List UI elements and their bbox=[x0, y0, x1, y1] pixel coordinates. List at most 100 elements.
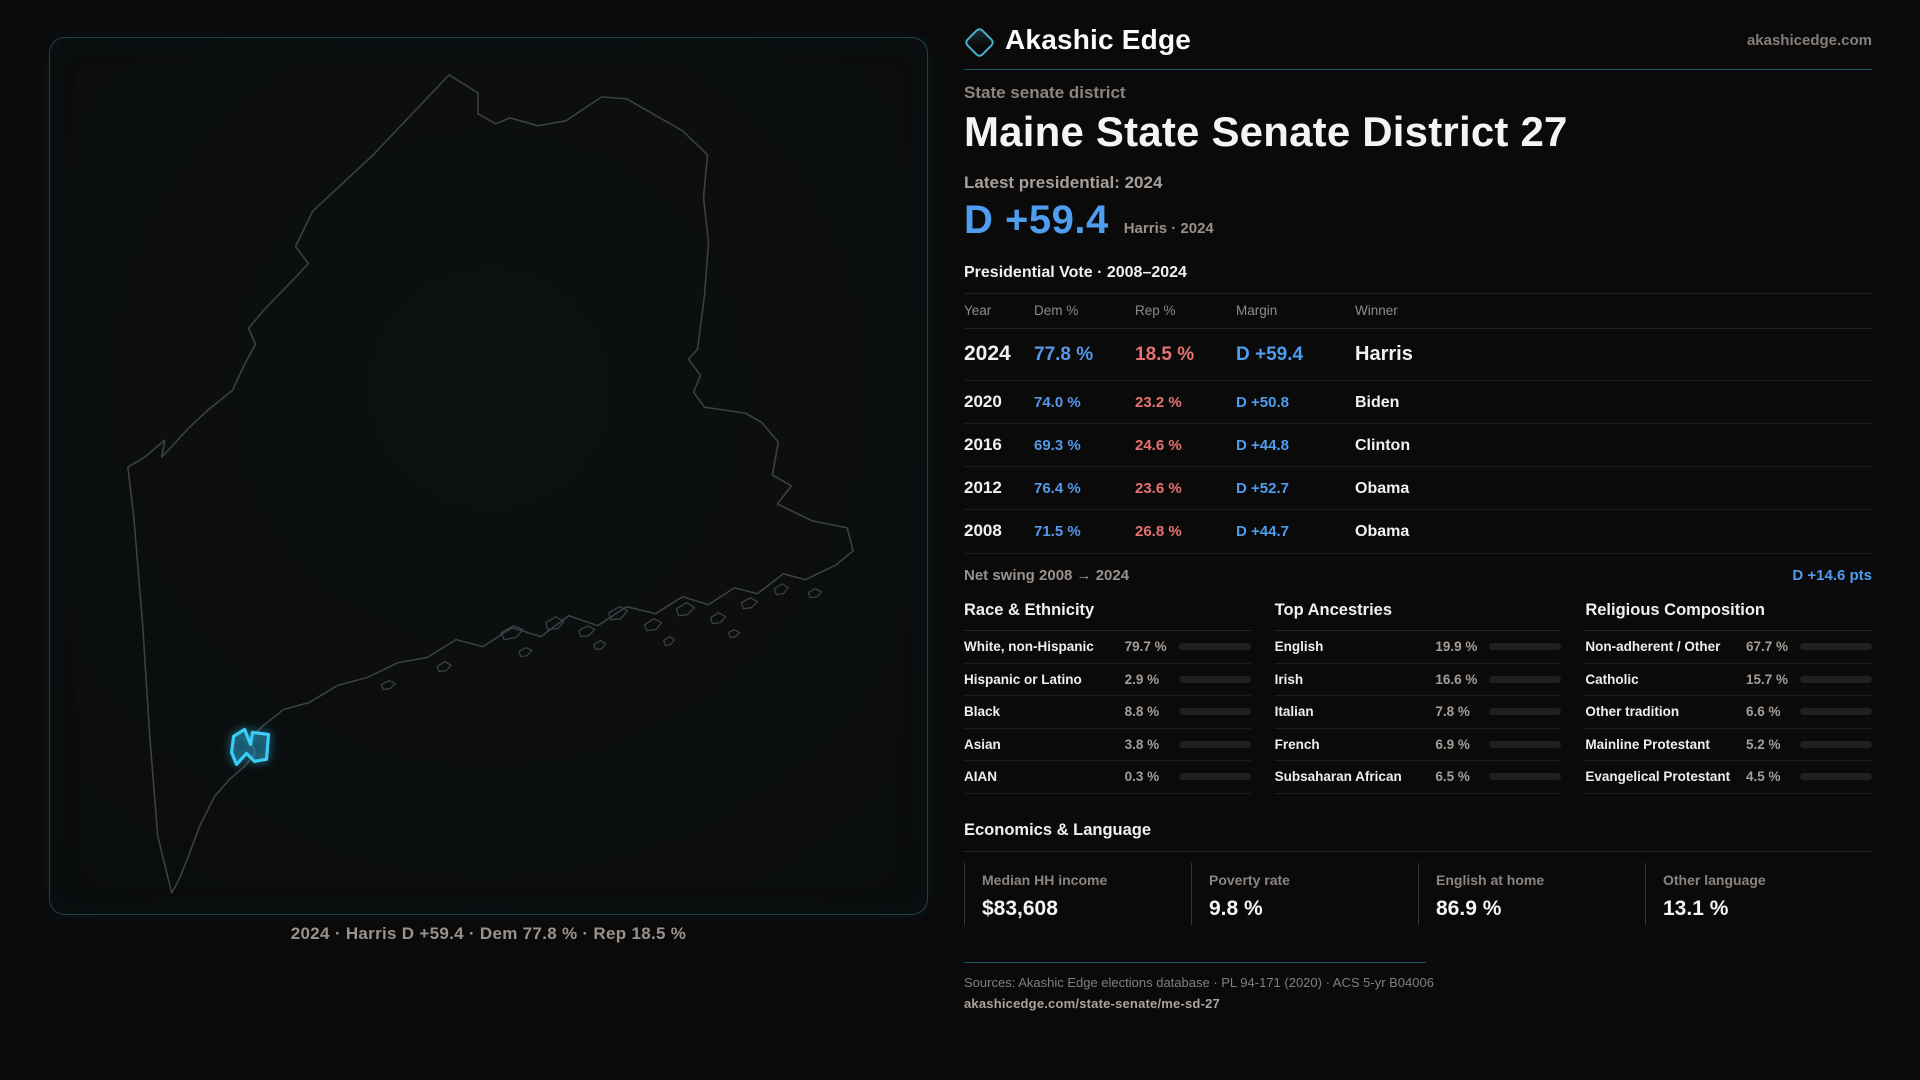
col-rep: Rep % bbox=[1135, 303, 1176, 318]
sources-text: Sources: Akashic Edge elections database… bbox=[964, 974, 1434, 990]
cell-year: 2020 bbox=[964, 392, 1002, 411]
stat-bar bbox=[1799, 708, 1872, 716]
district-27-highlight bbox=[229, 727, 271, 766]
list-item: Subsaharan African 6.5 % bbox=[1274, 761, 1562, 794]
net-swing-label: Net swing 2008 → 2024 bbox=[964, 567, 1130, 584]
header: Akashic Edge akashicedge.com bbox=[963, 24, 1872, 59]
stat-bar bbox=[1178, 643, 1251, 651]
table-row: 2012 76.4 % 23.6 % D +52.7 Obama bbox=[964, 466, 1872, 509]
stat-card: English at home 86.9 % bbox=[1418, 862, 1645, 925]
brand-name: Akashic Edge bbox=[1005, 24, 1192, 55]
demographics-grid: Race & Ethnicity White, non-Hispanic 79.… bbox=[964, 601, 1872, 794]
list-item: Irish 16.6 % bbox=[1274, 664, 1562, 697]
cell-margin: D +44.8 bbox=[1236, 437, 1289, 454]
list-item: Black 8.8 % bbox=[964, 696, 1251, 729]
header-divider bbox=[964, 69, 1872, 70]
headline-margin-value: D +59.4 bbox=[964, 198, 1109, 242]
col-margin: Margin bbox=[1236, 303, 1278, 318]
permalink[interactable]: akashicedge.com/state-senate/me-sd-27 bbox=[964, 995, 1220, 1011]
headline-margin-sub: Harris · 2024 bbox=[1123, 220, 1214, 237]
maine-outline-map bbox=[127, 74, 854, 894]
stat-bar bbox=[1799, 740, 1872, 748]
cell-dem: 71.5 % bbox=[1034, 523, 1081, 540]
cell-year: 2016 bbox=[964, 435, 1002, 454]
cell-winner: Clinton bbox=[1355, 437, 1411, 454]
section-heading: Race & Ethnicity bbox=[964, 601, 1251, 631]
stat-bar bbox=[1178, 675, 1251, 683]
cell-rep: 23.6 % bbox=[1135, 480, 1182, 497]
col-year: Year bbox=[964, 303, 992, 318]
table-row: 2020 74.0 % 23.2 % D +50.8 Biden bbox=[964, 380, 1872, 423]
cell-dem: 69.3 % bbox=[1034, 437, 1081, 454]
col-winner: Winner bbox=[1355, 303, 1398, 318]
map-caption: 2024 · Harris D +59.4 · Dem 77.8 % · Rep… bbox=[290, 924, 687, 943]
cell-margin: D +59.4 bbox=[1236, 344, 1304, 365]
maine-state-outline bbox=[127, 74, 854, 894]
net-swing-value: D +14.6 pts bbox=[1792, 567, 1872, 584]
coastal-islands bbox=[380, 583, 822, 691]
list-item: Asian 3.8 % bbox=[964, 729, 1251, 762]
cell-year: 2024 bbox=[964, 342, 1011, 365]
list-item: Catholic 15.7 % bbox=[1585, 664, 1872, 697]
race-ethnicity-column: Race & Ethnicity White, non-Hispanic 79.… bbox=[964, 601, 1251, 794]
stat-bar bbox=[1799, 643, 1872, 651]
cell-dem: 74.0 % bbox=[1034, 394, 1081, 411]
latest-presidential-label: Latest presidential: 2024 bbox=[964, 173, 1163, 192]
list-item: Evangelical Protestant 4.5 % bbox=[1585, 761, 1872, 794]
cell-winner: Obama bbox=[1355, 523, 1410, 540]
cell-rep: 26.8 % bbox=[1135, 523, 1182, 540]
list-item: Italian 7.8 % bbox=[1274, 696, 1562, 729]
stat-bar bbox=[1489, 773, 1562, 781]
stat-bar bbox=[1489, 643, 1562, 651]
cell-margin: D +50.8 bbox=[1236, 394, 1289, 411]
net-swing-row: Net swing 2008 → 2024 D +14.6 pts bbox=[964, 553, 1872, 584]
table-row: 2024 77.8 % 18.5 % D +59.4 Harris bbox=[964, 328, 1872, 380]
stat-bar bbox=[1489, 675, 1562, 683]
list-item: Non-adherent / Other 67.7 % bbox=[1585, 631, 1872, 664]
cell-rep: 18.5 % bbox=[1135, 344, 1195, 365]
vote-table-title: Presidential Vote · 2008–2024 bbox=[964, 264, 1187, 281]
list-item: Hispanic or Latino 2.9 % bbox=[964, 664, 1251, 697]
list-item: French 6.9 % bbox=[1274, 729, 1562, 762]
brand-domain-link[interactable]: akashicedge.com bbox=[1746, 31, 1872, 49]
state-map-panel bbox=[49, 37, 928, 915]
list-item: Other tradition 6.6 % bbox=[1585, 696, 1872, 729]
cell-winner: Biden bbox=[1355, 394, 1400, 411]
col-dem: Dem % bbox=[1034, 303, 1079, 318]
stat-bar bbox=[1178, 708, 1251, 716]
footer-divider bbox=[964, 961, 1426, 963]
vote-table: Year Dem % Rep % Margin Winner 2024 77.8… bbox=[964, 293, 1872, 552]
cell-rep: 24.6 % bbox=[1135, 437, 1182, 454]
cell-year: 2008 bbox=[964, 521, 1002, 540]
stat-bar bbox=[1799, 675, 1872, 683]
stat-bar bbox=[1799, 773, 1872, 781]
page-title: Maine State Senate District 27 bbox=[964, 108, 1568, 155]
stat-card: Median HH income $83,608 bbox=[964, 862, 1191, 925]
list-item: AIAN 0.3 % bbox=[964, 761, 1251, 794]
cell-rep: 23.2 % bbox=[1135, 394, 1182, 411]
stat-card: Poverty rate 9.8 % bbox=[1191, 862, 1418, 925]
stat-card: Other language 13.1 % bbox=[1645, 862, 1872, 925]
cell-dem: 76.4 % bbox=[1034, 480, 1081, 497]
list-item: English 19.9 % bbox=[1274, 631, 1562, 664]
table-row: 2016 69.3 % 24.6 % D +44.8 Clinton bbox=[964, 423, 1872, 466]
stat-bar bbox=[1178, 740, 1251, 748]
cell-margin: D +52.7 bbox=[1236, 480, 1289, 497]
brand-diamond-icon bbox=[963, 25, 996, 59]
detail-panel: Akashic Edge akashicedge.com State senat… bbox=[963, 24, 1872, 1011]
cell-dem: 77.8 % bbox=[1034, 344, 1094, 365]
stat-bar bbox=[1489, 740, 1562, 748]
cell-year: 2012 bbox=[964, 478, 1002, 497]
ancestries-column: Top Ancestries English 19.9 % Irish 16.6… bbox=[1274, 601, 1562, 794]
cell-margin: D +44.7 bbox=[1236, 523, 1289, 540]
vote-table-header: Year Dem % Rep % Margin Winner bbox=[964, 293, 1872, 328]
section-heading: Religious Composition bbox=[1585, 601, 1872, 631]
table-row: 2008 71.5 % 26.8 % D +44.7 Obama bbox=[964, 509, 1872, 552]
cell-winner: Harris bbox=[1355, 343, 1413, 365]
list-item: White, non-Hispanic 79.7 % bbox=[964, 631, 1251, 664]
footer: Sources: Akashic Edge elections database… bbox=[964, 961, 1872, 1011]
list-item: Mainline Protestant 5.2 % bbox=[1585, 729, 1872, 762]
section-heading: Top Ancestries bbox=[1274, 601, 1562, 631]
stat-bar bbox=[1489, 708, 1562, 716]
economics-section: Economics & Language Median HH income $8… bbox=[964, 821, 1872, 925]
